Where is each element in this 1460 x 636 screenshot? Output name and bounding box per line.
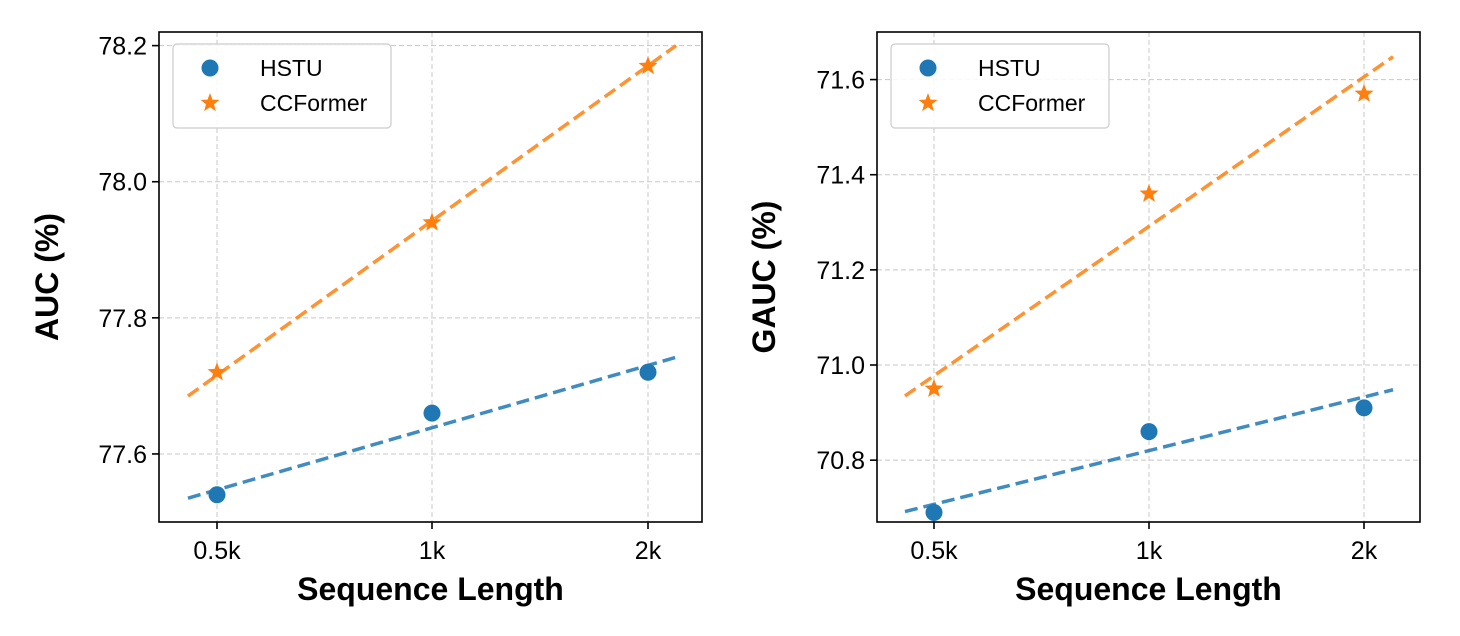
legend-box — [172, 43, 392, 129]
data-point-ccformer — [422, 212, 442, 231]
legend-box — [890, 43, 1110, 129]
x-tick-label: 2k — [1351, 537, 1378, 565]
y-tick-label: 78.0 — [98, 169, 147, 197]
data-point-ccformer — [1354, 83, 1374, 102]
trend-line-ccformer — [903, 55, 1395, 398]
x-tick-label: 2k — [635, 537, 662, 565]
data-point-hstu — [423, 404, 441, 422]
y-tick-label: 70.8 — [816, 447, 865, 475]
x-tick-label: 0.5k — [910, 537, 958, 565]
chart-panel-auc: 0.5k 1k 2k 77.6 77.8 78.0 78.2 Sequence Length A… — [29, 31, 703, 607]
data-point-hstu — [925, 503, 943, 521]
plot-frame — [158, 31, 703, 523]
legend-label-ccformer: CCFormer — [260, 90, 368, 116]
x-tick-label: 0.5k — [193, 537, 241, 565]
legend-marker-hstu — [919, 59, 937, 77]
y-tick-label: 71.0 — [816, 352, 865, 380]
x-tick-label: 1k — [1136, 537, 1163, 565]
y-axis-label: GAUC (%) — [746, 201, 782, 354]
legend-marker-hstu — [201, 59, 219, 77]
chart-panel-gauc: 0.5k 1k 2k 70.8 71.0 71.2 71.4 71.6 Sequence Len… — [746, 31, 1421, 607]
data-point-hstu — [208, 486, 226, 504]
data-point-ccformer — [638, 56, 658, 75]
y-tick-label: 71.2 — [816, 257, 865, 285]
legend-label-hstu: HSTU — [260, 55, 323, 81]
data-point-ccformer — [1139, 183, 1159, 202]
data-point-hstu — [639, 363, 657, 381]
data-point-ccformer — [207, 362, 227, 381]
legend-marker-ccformer — [200, 93, 220, 112]
legend: HSTU CCFormer — [890, 43, 1110, 129]
x-axis-label: Sequence Length — [1015, 571, 1282, 607]
trend-line-ccformer — [186, 44, 678, 398]
legend-label-ccformer: CCFormer — [978, 90, 1086, 116]
legend-label-hstu: HSTU — [978, 55, 1041, 81]
trend-line-hstu — [187, 355, 677, 500]
data-point-ccformer — [924, 378, 944, 397]
data-point-hstu — [1140, 423, 1158, 441]
legend-marker-ccformer — [918, 93, 938, 112]
x-tick-label: 1k — [419, 537, 446, 565]
trend-line-hstu — [904, 388, 1394, 514]
y-axis-label: AUC (%) — [29, 213, 65, 341]
data-point-hstu — [1355, 399, 1373, 417]
legend: HSTU CCFormer — [172, 43, 392, 129]
y-tick-label: 71.4 — [816, 162, 865, 190]
y-tick-label: 77.8 — [98, 305, 147, 333]
y-tick-label: 77.6 — [98, 441, 147, 469]
y-tick-label: 71.6 — [816, 67, 865, 95]
x-axis-label: Sequence Length — [297, 571, 564, 607]
y-tick-label: 78.2 — [98, 33, 147, 61]
